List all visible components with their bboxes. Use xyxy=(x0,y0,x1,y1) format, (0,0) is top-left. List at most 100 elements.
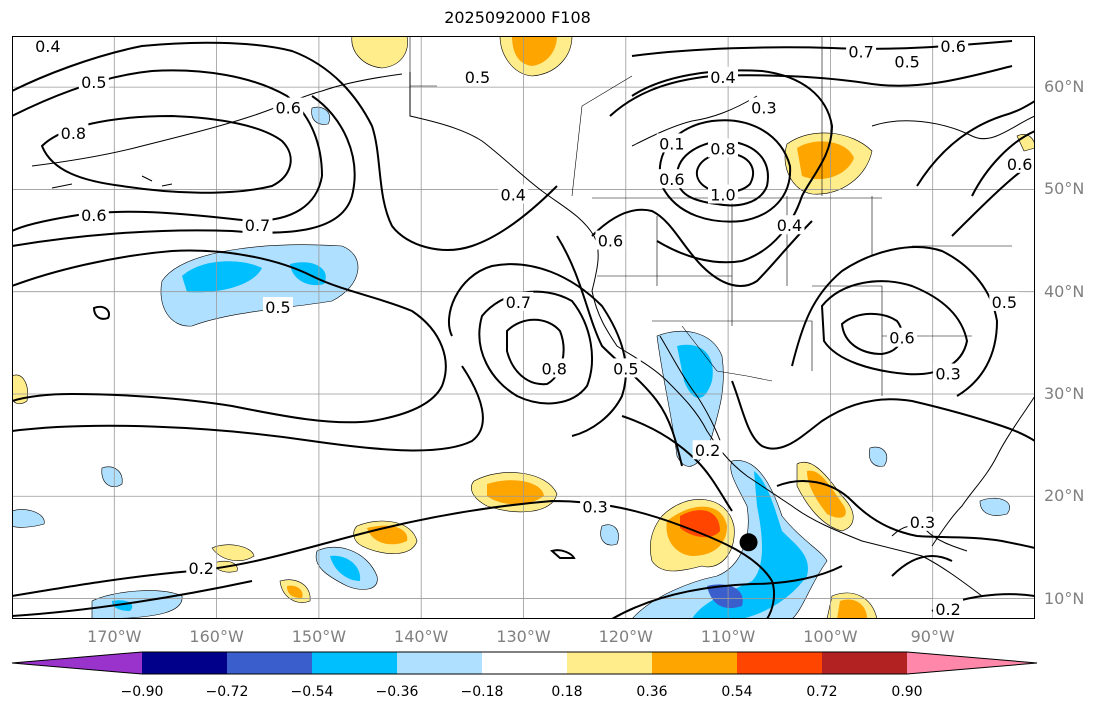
colorbar-segment xyxy=(312,652,398,674)
contour-label: 0.5 xyxy=(992,293,1017,312)
contour-label: 0.3 xyxy=(910,513,935,532)
contour-label-background xyxy=(933,363,964,383)
contour-label: 0.8 xyxy=(541,359,566,378)
positive-anomaly-other xyxy=(12,36,1035,619)
longitude-label: 120°W xyxy=(598,627,653,646)
contour-label: 0.3 xyxy=(582,497,607,516)
contour-label-background xyxy=(989,291,1020,311)
contour-label-background xyxy=(32,36,63,56)
colorbar-tick-label: −0.72 xyxy=(205,684,249,700)
colorbar-tick-label: 0.54 xyxy=(721,684,753,700)
latitude-label: 30°N xyxy=(1044,383,1085,403)
contour-label: 0.2 xyxy=(189,559,214,578)
negative-anomaly-north-pacific xyxy=(160,244,359,327)
colorbar-tick-label: 0.72 xyxy=(806,684,838,700)
colorbar-tick-label: 0.36 xyxy=(636,684,668,700)
contour-label-background xyxy=(938,36,969,56)
map-panel: 0.4 0.5 0.8 0.6 0.7 0.6 0.5 0.5 0.4 0.7 0.8 0.5 0.6 0… xyxy=(12,36,1035,619)
longitude-label: 140°W xyxy=(394,627,449,646)
contour-label: 0.1 xyxy=(659,134,684,153)
contour-label-background xyxy=(498,184,529,204)
latitude-label: 10°N xyxy=(1044,588,1085,608)
contour-label: 0.5 xyxy=(81,73,106,92)
contour-label-background xyxy=(707,66,738,86)
colorbar-tick-label: 0.90 xyxy=(891,684,923,700)
latitude-label: 40°N xyxy=(1044,281,1085,301)
contour-label: 0.6 xyxy=(275,99,300,118)
contour-label-background xyxy=(907,511,938,531)
contour-label: 1.0 xyxy=(710,186,735,205)
contour-label: 0.3 xyxy=(751,99,776,118)
contour-label: 0.7 xyxy=(245,216,270,235)
contour-label: 0.4 xyxy=(777,216,802,235)
contour-label-background xyxy=(707,138,738,158)
contour-label-background xyxy=(692,440,723,460)
contour-label: 0.6 xyxy=(1007,155,1032,174)
contour-label: 0.6 xyxy=(81,206,106,225)
colorbar-tick-label: −0.54 xyxy=(290,684,334,700)
contour-label-background xyxy=(656,133,687,153)
colorbar-tick-label: −0.18 xyxy=(460,684,504,700)
contour-label: 0.7 xyxy=(506,293,531,312)
contour-label-background xyxy=(846,41,877,61)
contour-label: 0.2 xyxy=(695,441,720,460)
contour-label-background xyxy=(707,184,738,204)
contour-label-background xyxy=(887,327,918,347)
contour-label-background xyxy=(933,598,964,618)
contour-label-background xyxy=(580,496,611,516)
colorbar-segment xyxy=(227,652,313,674)
contour-label: 0.4 xyxy=(35,37,60,56)
contour-label-background xyxy=(539,358,570,378)
longitude-label: 110°W xyxy=(700,627,756,646)
contour-label: 0.8 xyxy=(710,140,735,159)
contour-label-background xyxy=(656,169,687,189)
contour-label: 0.8 xyxy=(61,124,86,143)
contour-label-background xyxy=(748,97,779,117)
longitude-label: 90°W xyxy=(910,627,955,646)
contour-label-background xyxy=(78,72,109,92)
contour-label: 0.6 xyxy=(659,170,684,189)
colorbar-segment xyxy=(567,652,653,674)
contour-label: 0.4 xyxy=(710,68,735,87)
longitude-label: 150°W xyxy=(291,627,347,646)
contour-label-background xyxy=(78,204,109,224)
latitude-label: 60°N xyxy=(1044,77,1085,97)
colorbar-segment xyxy=(822,652,908,674)
contour-label-background xyxy=(242,215,273,235)
contour-lines xyxy=(12,40,1035,619)
chart-title: 2025092000 F108 xyxy=(444,8,591,27)
longitude-label: 160°W xyxy=(189,627,244,646)
colorbar-segment xyxy=(737,652,823,674)
contour-label-background xyxy=(610,358,641,378)
contour-label-background xyxy=(892,51,923,71)
contour-label-background xyxy=(262,297,293,317)
contour-label-background xyxy=(774,215,805,235)
coastlines xyxy=(31,72,1035,597)
political-borders xyxy=(409,36,1012,396)
contour-label: 0.2 xyxy=(935,600,960,619)
colorbar-segment xyxy=(482,652,568,674)
contour-label-background xyxy=(186,557,217,577)
contour-label: 0.6 xyxy=(940,37,965,56)
colorbar-segment xyxy=(142,652,228,674)
colorbar-segment xyxy=(397,652,483,674)
contour-label: 0.5 xyxy=(613,359,638,378)
longitude-label: 170°W xyxy=(87,627,142,646)
contour-label: 0.5 xyxy=(265,298,290,317)
colorbar-tick-label: 0.18 xyxy=(551,684,583,700)
colorbar-segment xyxy=(652,652,738,674)
colorbar xyxy=(11,651,1038,675)
contour-label: 0.6 xyxy=(889,329,914,348)
contour-label: 0.4 xyxy=(501,186,526,205)
contour-label-background xyxy=(595,230,626,250)
longitude-label: 100°W xyxy=(803,627,858,646)
contour-label-background xyxy=(1004,153,1035,173)
longitude-label: 130°W xyxy=(496,627,551,646)
contour-label: 0.5 xyxy=(894,53,919,72)
contour-labels: 0.4 0.5 0.8 0.6 0.7 0.6 0.5 0.5 0.4 0.7 0.8 0.5 0.6 0… xyxy=(32,36,1035,619)
contour-label-background xyxy=(58,123,89,143)
contour-label: 0.6 xyxy=(598,232,623,251)
contour-label: 0.7 xyxy=(848,42,873,61)
latitude-label: 20°N xyxy=(1044,486,1085,506)
storm-marker xyxy=(739,533,758,552)
